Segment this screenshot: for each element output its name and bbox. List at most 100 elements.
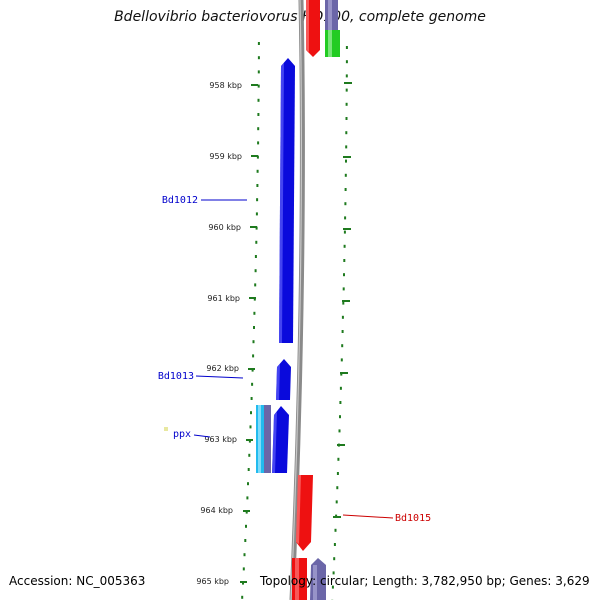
tick-label: 965 kbp bbox=[196, 577, 229, 586]
strand-dot bbox=[345, 74, 348, 78]
ruler-tick: 965 kbp bbox=[196, 577, 247, 586]
strand-dot bbox=[345, 117, 348, 120]
strand-dot bbox=[344, 173, 347, 177]
strand-dot bbox=[345, 145, 348, 149]
gene-bd1015[interactable] bbox=[296, 475, 313, 551]
strand-dot bbox=[254, 269, 257, 273]
strand-dot bbox=[345, 159, 347, 163]
strand-dot bbox=[252, 354, 255, 358]
strand-dot bbox=[341, 315, 344, 319]
strand-dot bbox=[334, 528, 337, 532]
tick-label: 963 kbp bbox=[204, 435, 237, 444]
tick-label: 959 kbp bbox=[209, 152, 242, 161]
strand-dot bbox=[341, 330, 344, 333]
ruler-tick: 962 kbp bbox=[206, 364, 255, 373]
strand-dot bbox=[343, 230, 346, 234]
tick-label: 958 kbp bbox=[209, 81, 242, 90]
tick-label: 964 kbp bbox=[200, 506, 233, 515]
strand-dot bbox=[343, 259, 346, 262]
tick-label: 960 kbp bbox=[208, 223, 241, 232]
strand-dot bbox=[256, 198, 259, 202]
genome-backbone-highlight bbox=[290, 0, 303, 600]
gene-red-bottom[interactable] bbox=[292, 558, 307, 600]
strand-dot bbox=[336, 472, 339, 475]
strand-dot bbox=[248, 439, 251, 443]
label-ppx: ppx bbox=[173, 429, 191, 440]
ruler-tick: 960 kbp bbox=[208, 223, 257, 232]
strand-dot bbox=[256, 155, 259, 159]
strand-dot bbox=[257, 84, 260, 88]
strand-dot bbox=[254, 255, 257, 258]
strand-dot bbox=[341, 344, 344, 348]
strand-dot bbox=[342, 287, 345, 291]
label-bd1013: Bd1013 bbox=[158, 371, 194, 382]
left-strand-dots bbox=[241, 42, 260, 599]
strand-dot bbox=[255, 240, 258, 244]
strand-dot bbox=[339, 401, 342, 404]
kbp-ruler: 958 kbp 959 kbp 960 kbp 961 kbp 962 kbp … bbox=[196, 81, 258, 586]
genome-backbone bbox=[289, 0, 305, 600]
strand-dot bbox=[342, 301, 345, 305]
right-ruler-ticks bbox=[333, 82, 352, 518]
callout-ppx[interactable]: ppx bbox=[164, 427, 211, 440]
strand-dot bbox=[257, 70, 260, 74]
gene-purple-top[interactable] bbox=[325, 0, 338, 30]
ruler-tick: 961 kbp bbox=[207, 294, 256, 303]
strand-dot bbox=[345, 88, 348, 92]
strand-dot bbox=[255, 212, 258, 216]
strand-dot bbox=[243, 553, 246, 557]
gene-red-top[interactable] bbox=[306, 0, 320, 57]
strand-dot bbox=[253, 297, 256, 301]
strand-dot bbox=[247, 482, 249, 486]
strand-dot bbox=[249, 425, 252, 429]
strand-dot bbox=[345, 60, 348, 64]
strand-dot bbox=[339, 415, 341, 419]
strand-dot bbox=[331, 585, 334, 589]
strand-dot bbox=[256, 184, 259, 187]
strand-dot bbox=[245, 510, 248, 514]
label-bd1015: Bd1015 bbox=[395, 513, 431, 524]
gene-ppx[interactable] bbox=[272, 406, 289, 473]
strand-dot bbox=[257, 42, 260, 45]
ruler-tick: 959 kbp bbox=[209, 152, 258, 161]
strand-dot bbox=[251, 382, 254, 386]
gene-purple-bottom[interactable] bbox=[310, 558, 326, 600]
strand-dot bbox=[248, 453, 251, 457]
strand-dot bbox=[345, 102, 348, 106]
strand-dot bbox=[247, 468, 250, 471]
gene-purple-mid[interactable] bbox=[264, 405, 271, 473]
gene-cyan[interactable] bbox=[256, 405, 265, 473]
strand-dot bbox=[256, 169, 259, 173]
strand-dot bbox=[241, 595, 244, 599]
callout-bd1012[interactable]: Bd1012 bbox=[162, 195, 247, 206]
strand-dot bbox=[335, 500, 338, 504]
strand-dot bbox=[257, 56, 260, 60]
gene-bd1013[interactable] bbox=[276, 359, 291, 400]
strand-dot bbox=[242, 581, 244, 585]
ruler-tick: 964 kbp bbox=[200, 506, 250, 515]
strand-dot bbox=[340, 372, 343, 376]
strand-dot bbox=[333, 543, 336, 546]
strand-dot bbox=[255, 226, 258, 230]
strand-dot bbox=[344, 188, 347, 191]
gene-bd1012[interactable] bbox=[279, 58, 295, 343]
strand-dot bbox=[253, 311, 256, 315]
callout-bd1015[interactable]: Bd1015 bbox=[342, 513, 431, 524]
strand-dot bbox=[254, 283, 257, 287]
strand-dot bbox=[336, 486, 339, 490]
callout-bd1013[interactable]: Bd1013 bbox=[158, 371, 244, 382]
ruler-tick: 958 kbp bbox=[209, 81, 258, 90]
strand-dot bbox=[340, 358, 343, 362]
gene-green-top[interactable] bbox=[325, 30, 340, 57]
strand-dot bbox=[252, 340, 255, 344]
strand-dot bbox=[257, 113, 260, 116]
strand-dot bbox=[250, 411, 252, 415]
strand-dot bbox=[250, 397, 253, 400]
strand-dot bbox=[333, 557, 336, 561]
strand-dot bbox=[257, 141, 260, 145]
strand-dot bbox=[332, 571, 335, 575]
tick-label: 962 kbp bbox=[206, 364, 239, 373]
strand-dot bbox=[344, 202, 347, 206]
